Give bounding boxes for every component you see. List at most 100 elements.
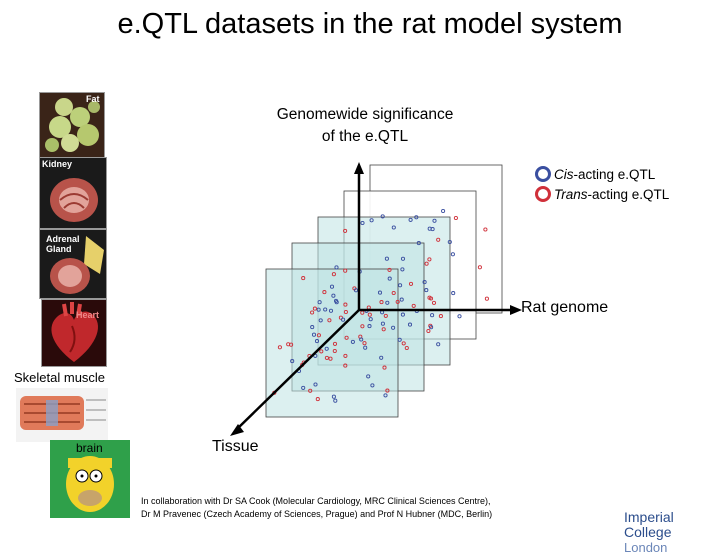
cis-eqtl-point	[313, 382, 318, 387]
cis-eqtl-point	[314, 339, 320, 344]
kidney-label: Kidney	[42, 159, 73, 169]
z-axis-label: Tissue	[212, 438, 259, 455]
trans-eqtl-point	[381, 327, 386, 332]
cis-eqtl-point	[290, 359, 295, 364]
cis-eqtl-point	[391, 325, 396, 330]
trans-eqtl-point	[312, 306, 317, 311]
trans-eqtl-point	[343, 363, 348, 368]
tissue-panels	[265, 164, 503, 418]
trans-eqtl-point	[308, 388, 313, 393]
cis-eqtl-point	[350, 339, 355, 344]
heart-label: Heart	[76, 310, 100, 320]
trans-eqtl-point	[310, 310, 315, 315]
trans-eqtl-point	[424, 261, 429, 266]
eqtl-3d-diagram	[230, 162, 522, 436]
slide-title: e.QTL datasets in the rat model system	[117, 8, 623, 40]
trans-eqtl-point	[328, 356, 333, 361]
trans-eqtl-point	[301, 276, 306, 281]
cis-eqtl-point	[408, 217, 413, 222]
trans-eqtl-point	[428, 296, 434, 301]
cis-eqtl-point	[430, 227, 435, 232]
trans-eqtl-point	[367, 312, 372, 317]
trans-eqtl-point	[383, 313, 388, 318]
cis-eqtl-point	[328, 308, 334, 313]
trans-eqtl-point	[315, 397, 320, 402]
legend-trans: Trans -acting e.QTL	[535, 186, 669, 202]
legend-cis-italic: Cis	[554, 166, 574, 182]
cis-eqtl-point	[377, 290, 383, 295]
trans-eqtl-point	[385, 388, 390, 393]
cis-eqtl-point	[391, 225, 396, 230]
cis-eqtl-point	[447, 239, 452, 245]
cis-eqtl-point	[441, 208, 446, 214]
trans-eqtl-point	[360, 324, 365, 329]
trans-eqtl-point	[362, 341, 367, 346]
cis-eqtl-point	[424, 288, 429, 293]
cis-eqtl-point	[457, 314, 462, 319]
cis-ring-icon	[535, 166, 551, 182]
cis-eqtl-point	[407, 322, 413, 327]
muscle-fiber-icon	[20, 396, 106, 430]
cis-eqtl-point	[324, 346, 329, 351]
cis-eqtl-point	[379, 355, 384, 360]
legend-cis-text: -acting e.QTL	[573, 166, 656, 182]
cis-eqtl-point	[360, 220, 365, 226]
skeletal-muscle-label: Skeletal muscle	[14, 370, 106, 385]
cis-eqtl-point	[341, 317, 346, 322]
brain-image: brain	[50, 440, 130, 518]
legend-trans-italic: Trans	[554, 186, 588, 202]
trans-eqtl-point	[395, 299, 400, 304]
cis-eqtl-point	[380, 321, 385, 326]
cis-eqtl-point	[450, 252, 455, 257]
y-axis-label: Genomewide significance of the e.QTL	[260, 104, 470, 148]
cis-eqtl-point	[383, 393, 388, 398]
trans-eqtl-point	[343, 353, 348, 358]
trans-eqtl-point	[289, 342, 294, 347]
trans-eqtl-point	[401, 341, 406, 346]
cartoon-head-icon	[66, 456, 114, 512]
cis-eqtl-point	[387, 276, 392, 281]
trans-eqtl-point	[483, 227, 488, 232]
cis-eqtl-point	[400, 256, 406, 261]
trans-eqtl-point	[436, 237, 441, 242]
cis-eqtl-point	[384, 256, 389, 261]
adrenal-label-line2: Gland	[46, 244, 72, 254]
kidney-icon	[50, 178, 98, 222]
fat-image: Fat	[39, 92, 105, 158]
cis-eqtl-point	[380, 214, 385, 219]
trans-eqtl-point	[331, 272, 336, 277]
cis-eqtl-point	[414, 215, 419, 220]
cis-eqtl-point	[369, 218, 374, 223]
cis-eqtl-point	[334, 300, 339, 305]
trans-eqtl-point	[332, 341, 338, 346]
z-axis	[235, 309, 360, 431]
skeletal-muscle-image	[16, 388, 108, 442]
trans-eqtl-point	[322, 290, 327, 295]
heart-image: Heart	[41, 299, 107, 367]
trans-eqtl-point	[431, 300, 437, 305]
y-axis-arrowhead	[354, 162, 364, 174]
trans-eqtl-point	[379, 300, 384, 305]
trans-eqtl-point	[382, 365, 387, 370]
trans-eqtl-point	[277, 345, 282, 350]
trans-eqtl-point	[319, 349, 324, 354]
cis-eqtl-point	[400, 267, 405, 272]
cis-eqtl-point	[363, 345, 368, 350]
brain-label: brain	[76, 441, 103, 455]
cis-eqtl-point	[429, 325, 434, 330]
cis-eqtl-point	[353, 288, 359, 293]
trans-ring-icon	[535, 186, 551, 202]
collaboration-note: In collaboration with Dr SA Cook (Molecu…	[141, 495, 492, 521]
trans-eqtl-point	[316, 333, 321, 338]
x-axis-label: Rat genome	[521, 299, 609, 316]
trans-eqtl-point	[453, 215, 458, 221]
trans-eqtl-point	[404, 345, 409, 351]
trans-eqtl-point	[387, 267, 392, 272]
trans-eqtl-point	[343, 302, 348, 307]
trans-eqtl-point	[484, 296, 489, 301]
y-axis-label-line1: Genomewide significance	[276, 106, 454, 123]
trans-eqtl-point	[343, 309, 348, 315]
cis-eqtl-point	[310, 325, 315, 330]
kidney-image: Kidney	[39, 157, 107, 229]
cis-eqtl-point	[430, 313, 435, 318]
